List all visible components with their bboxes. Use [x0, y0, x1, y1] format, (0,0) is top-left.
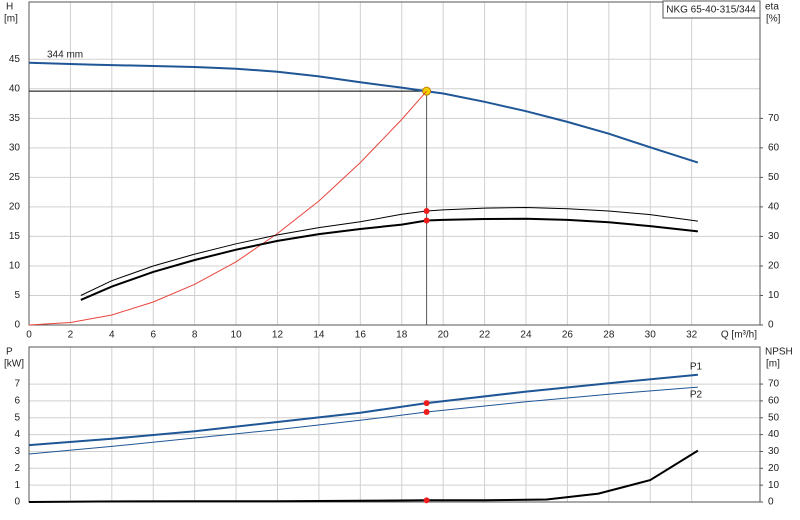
curve: [28, 90, 427, 326]
curve: [28, 61, 699, 164]
y2-tick-label: 0: [768, 497, 774, 508]
y2-tick-label: 30: [768, 231, 780, 242]
curve: [80, 206, 698, 296]
series-label: P1: [690, 361, 703, 372]
x-tick-label: 8: [192, 330, 198, 341]
y2-tick-label: 30: [768, 446, 780, 457]
y-tick-label: 25: [9, 172, 21, 183]
y-tick-label: 5: [14, 290, 20, 301]
plot-frame: [28, 1, 761, 326]
y2-axis-unit: [m]: [766, 359, 780, 370]
duty-point: [423, 400, 430, 407]
y-tick-label: 40: [9, 83, 21, 94]
duty-point: [423, 208, 430, 215]
x-tick-label: 6: [150, 330, 156, 341]
x-tick-label: 16: [355, 330, 367, 341]
duty-point: [423, 217, 430, 224]
curve: [28, 449, 699, 503]
y2-tick-label: 60: [768, 142, 780, 153]
y2-tick-label: 70: [768, 379, 780, 390]
y-tick-label: 0: [14, 320, 20, 331]
y2-tick-label: 10: [768, 290, 780, 301]
y2-axis-label: eta: [765, 2, 779, 13]
y-tick-label: 0: [14, 497, 20, 508]
y2-tick-label: 20: [768, 463, 780, 474]
y-tick-label: 30: [9, 142, 21, 153]
y-axis-unit: [kW]: [4, 359, 24, 370]
y2-axis-unit: [%]: [766, 14, 781, 25]
y-tick-label: 45: [9, 54, 21, 65]
y2-tick-label: 40: [768, 202, 780, 213]
x-tick-label: 28: [603, 330, 615, 341]
series-label: 344 mm: [47, 49, 83, 60]
x-axis-label: Q [m³/h]: [721, 330, 757, 341]
x-tick-label: 20: [438, 330, 450, 341]
duty-point: [423, 497, 430, 504]
curve: [28, 373, 698, 447]
x-tick-label: 10: [231, 330, 243, 341]
chart-title: NKG 65-40-315/344: [666, 5, 756, 16]
y-tick-label: 3: [14, 446, 20, 457]
y2-tick-label: 20: [768, 261, 780, 272]
y-axis-label: P: [6, 347, 13, 358]
y-tick-label: 5: [14, 412, 20, 423]
y-tick-label: 10: [9, 261, 21, 272]
y2-axis-label: NPSH: [765, 347, 793, 358]
x-tick-label: 26: [562, 330, 574, 341]
y-axis-unit: [m]: [4, 14, 18, 25]
x-tick-label: 4: [109, 330, 115, 341]
x-tick-label: 2: [68, 330, 74, 341]
y2-tick-label: 60: [768, 396, 780, 407]
x-tick-label: 18: [396, 330, 408, 341]
x-tick-label: 0: [26, 330, 32, 341]
series-label: P2: [690, 390, 703, 401]
y-tick-label: 7: [14, 379, 20, 390]
y-tick-label: 15: [9, 231, 21, 242]
y-tick-label: 4: [14, 429, 20, 440]
curve: [28, 386, 698, 455]
duty-point: [423, 409, 430, 416]
x-tick-label: 14: [313, 330, 325, 341]
x-tick-label: 12: [272, 330, 284, 341]
y2-tick-label: 0: [768, 320, 774, 331]
y-tick-label: 2: [14, 463, 20, 474]
x-tick-label: 32: [686, 330, 698, 341]
plot-frame: [28, 346, 761, 503]
y2-tick-label: 10: [768, 480, 780, 491]
x-tick-label: 22: [479, 330, 491, 341]
y-tick-label: 20: [9, 202, 21, 213]
y2-tick-label: 70: [768, 113, 780, 124]
y-tick-label: 35: [9, 113, 21, 124]
y2-tick-label: 40: [768, 429, 780, 440]
y-axis-label: H: [6, 2, 13, 13]
y-tick-label: 1: [14, 480, 20, 491]
x-tick-label: 24: [520, 330, 532, 341]
title-box: [662, 0, 761, 19]
y2-tick-label: 50: [768, 172, 780, 183]
curve: [80, 217, 699, 301]
y2-tick-label: 50: [768, 412, 780, 423]
x-tick-label: 30: [645, 330, 657, 341]
y-tick-label: 6: [14, 396, 20, 407]
